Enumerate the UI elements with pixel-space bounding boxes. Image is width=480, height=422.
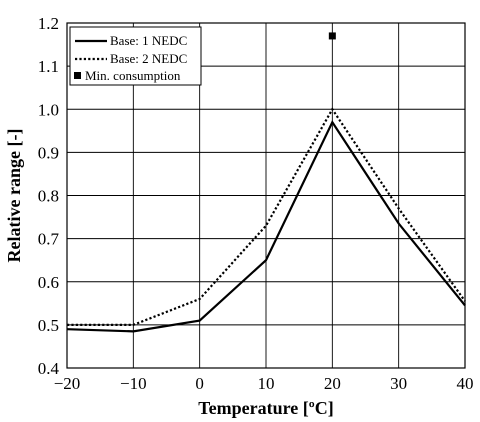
series-layer (66, 32, 466, 333)
legend-label-min-consumption: Min. consumption (85, 68, 181, 83)
y-tick-label: 1.0 (38, 100, 59, 119)
x-tick-label: 0 (195, 374, 204, 393)
x-tick-label: 10 (258, 374, 275, 393)
y-tick-label: 0.6 (38, 273, 59, 292)
x-tick-label: 20 (324, 374, 341, 393)
y-tick-label: 0.4 (38, 359, 60, 378)
legend-swatch-min-consumption (74, 72, 81, 79)
min-consumption-point (328, 32, 336, 40)
legend-label-base-2-nedc: Base: 2 NEDC (110, 51, 187, 66)
y-axis-title: Relative range [-] (4, 129, 24, 263)
y-tick-label: 1.1 (38, 57, 59, 76)
x-tick-label: 30 (390, 374, 407, 393)
legend: Base: 1 NEDC Base: 2 NEDC Min. consumpti… (69, 26, 202, 86)
tick-labels: −20 −10 0 10 20 30 40 0.4 0.5 0.6 0.7 0.8 0.9 1.0 1.1 1… (38, 14, 474, 393)
y-tick-label: 1.2 (38, 14, 59, 33)
y-tick-label: 0.5 (38, 316, 59, 335)
y-tick-label: 0.9 (38, 143, 59, 162)
y-tick-label: 0.8 (38, 187, 59, 206)
grid (66, 22, 466, 369)
legend-box (69, 26, 202, 86)
x-tick-label: 40 (457, 374, 474, 393)
x-tick-label: −10 (120, 374, 147, 393)
y-tick-label: 0.7 (38, 230, 60, 249)
x-tick-label: −20 (54, 374, 81, 393)
legend-label-base-1-nedc: Base: 1 NEDC (110, 33, 187, 48)
x-axis-title: Temperature [ºC] (198, 398, 333, 418)
plot-frame (66, 22, 466, 369)
